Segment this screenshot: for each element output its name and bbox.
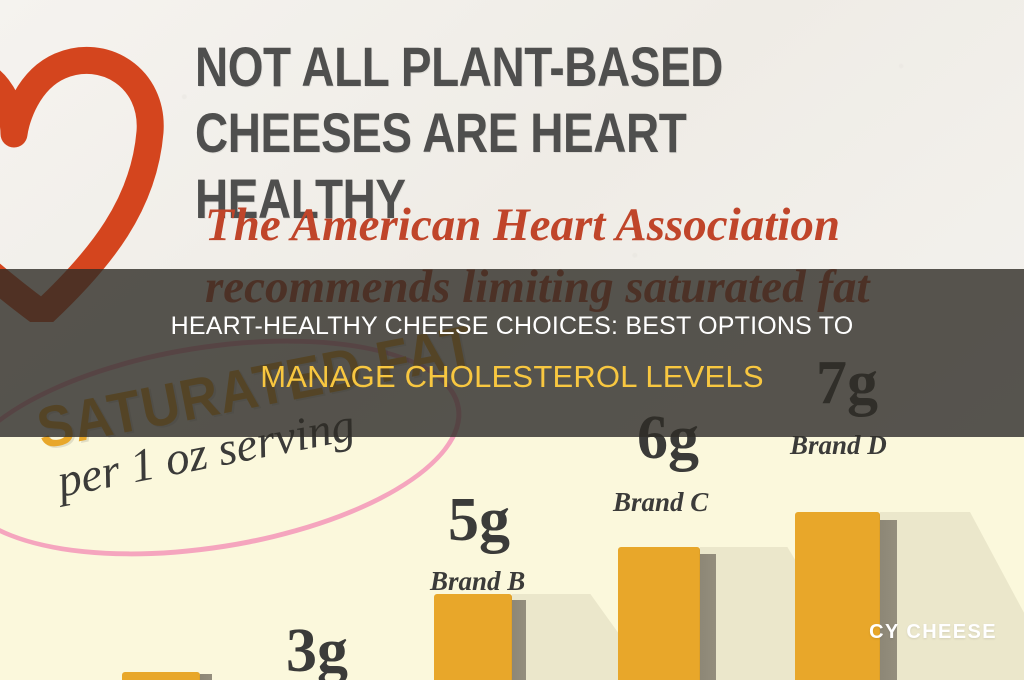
bar-value-brand-b: 5g [448, 486, 510, 554]
headline-line-2: CHEESES ARE HEART HEALTHY [195, 101, 687, 230]
bar-group-brand-d [795, 512, 1024, 680]
bar-value-brand-a: 3g [286, 617, 348, 680]
bar-face-brand-b [434, 594, 512, 680]
overlay-caption-line-1: HEART-HEALTHY CHEESE CHOICES: BEST OPTIO… [170, 312, 854, 340]
bar-face-brand-a [122, 672, 200, 680]
overlay-banner [0, 269, 1024, 437]
bar-side-brand-d [880, 520, 897, 680]
headline-line-1: NOT ALL PLANT-BASED [195, 35, 723, 98]
bar-label-brand-b: Brand B [430, 566, 526, 596]
heart-outline-icon [0, 22, 192, 322]
overlay-caption-line-2: MANAGE CHOLESTEROL LEVELS [260, 359, 764, 394]
bar-label-brand-c: Brand C [613, 487, 709, 517]
bar-side-brand-a [200, 674, 212, 680]
subtitle-line-1: The American Heart Association [205, 199, 840, 251]
bar-shadow-brand-d [880, 512, 1024, 680]
watermark-label: CY CHEESE [869, 621, 997, 643]
bar-side-brand-c [700, 554, 716, 680]
bar-group-brand-a [122, 672, 214, 680]
bar-group-brand-b [434, 594, 652, 680]
page-title: NOT ALL PLANT-BASED CHEESES ARE HEART HE… [195, 34, 851, 232]
bar-face-brand-d [795, 512, 880, 680]
bar-face-brand-c [618, 547, 700, 680]
bar-side-brand-b [512, 600, 526, 680]
overlay-caption: HEART-HEALTHY CHEESE CHOICES: BEST OPTIO… [0, 269, 1024, 437]
